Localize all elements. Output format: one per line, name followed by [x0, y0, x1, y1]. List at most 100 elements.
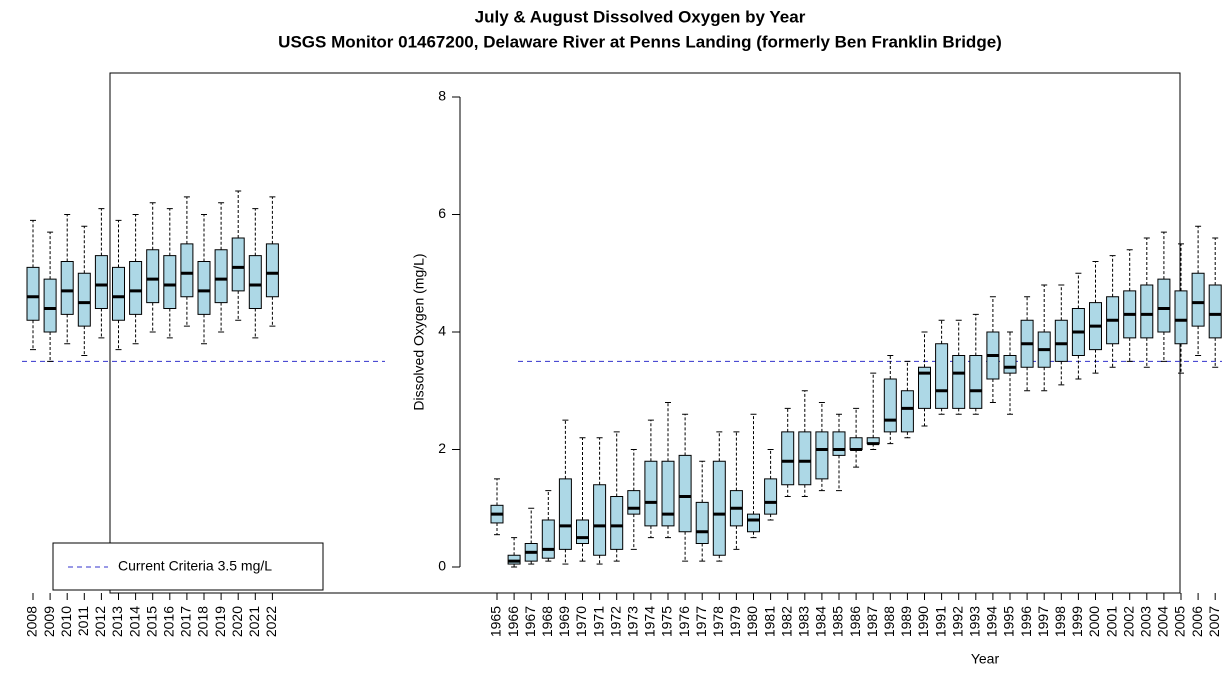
- y-tick-label: 0: [438, 558, 446, 574]
- box: [610, 496, 624, 550]
- box: [43, 278, 57, 333]
- x-tick-label: 2012: [92, 606, 108, 637]
- x-tick-label: 1974: [642, 606, 658, 637]
- y-tick-label: 4: [438, 323, 446, 339]
- x-tick-label: 1991: [932, 606, 948, 637]
- x-tick-label: 2004: [1155, 606, 1171, 637]
- box: [129, 261, 143, 315]
- x-tick-label: 2001: [1103, 606, 1119, 637]
- x-tick-label: 2018: [195, 606, 211, 637]
- box: [1174, 290, 1188, 345]
- x-tick-label: 1966: [505, 606, 521, 637]
- x-tick-label: 1976: [676, 606, 692, 637]
- box: [94, 255, 108, 309]
- x-tick-label: 1982: [778, 606, 794, 637]
- x-tick-label: 2020: [229, 606, 245, 637]
- box: [712, 460, 726, 556]
- box: [26, 266, 40, 321]
- box: [248, 255, 262, 309]
- box: [60, 261, 74, 315]
- y-tick-label: 6: [438, 205, 446, 221]
- box: [1140, 284, 1154, 339]
- box: [77, 272, 91, 327]
- x-tick-label: 1992: [949, 606, 965, 637]
- y-tick-label: 8: [438, 88, 446, 104]
- x-tick-label: 1998: [1052, 606, 1068, 637]
- x-tick-label: 1983: [796, 606, 812, 637]
- box: [764, 478, 778, 515]
- x-tick-label: 2010: [58, 606, 74, 637]
- x-tick-label: 2016: [161, 606, 177, 637]
- y-tick-label: 2: [438, 440, 446, 456]
- x-tick-label: 1984: [813, 606, 829, 637]
- box: [952, 355, 966, 409]
- box: [558, 478, 572, 550]
- box: [661, 460, 675, 527]
- box: [1208, 284, 1222, 339]
- x-tick-label: 1967: [522, 606, 538, 637]
- x-tick-label: 1990: [915, 606, 931, 637]
- x-tick-label: 2022: [263, 606, 279, 637]
- legend: [52, 542, 324, 591]
- box: [1191, 272, 1205, 327]
- x-tick-label: 2019: [212, 606, 228, 637]
- x-tick-label: 1980: [744, 606, 760, 637]
- x-tick-label: 2003: [1138, 606, 1154, 637]
- box: [695, 501, 709, 544]
- box: [593, 484, 607, 556]
- box: [541, 519, 555, 559]
- x-tick-label: 2021: [246, 606, 262, 637]
- chart-subtitle: USGS Monitor 01467200, Delaware River at…: [278, 32, 1002, 51]
- x-tick-label: 2000: [1086, 606, 1102, 637]
- x-tick-label: 2011: [75, 606, 91, 636]
- box: [798, 431, 812, 486]
- x-tick-label: 1985: [830, 606, 846, 637]
- x-tick-label: 2009: [41, 606, 57, 637]
- box: [883, 378, 897, 433]
- x-tick-label: 2007: [1206, 606, 1222, 637]
- x-tick-label: 2006: [1189, 606, 1205, 637]
- box: [832, 431, 846, 456]
- box: [146, 249, 160, 304]
- x-axis-label: Year: [971, 651, 1000, 667]
- x-tick-label: 2013: [109, 606, 125, 637]
- box: [231, 237, 245, 292]
- x-tick-label: 1994: [984, 606, 1000, 637]
- x-tick-label: 2002: [1120, 606, 1136, 637]
- box: [747, 513, 760, 533]
- x-tick-label: 1996: [1018, 606, 1034, 637]
- box: [678, 454, 692, 533]
- x-tick-label: 1995: [1001, 606, 1017, 637]
- x-tick-label: 1981: [761, 606, 777, 637]
- box: [112, 266, 125, 321]
- box: [214, 249, 228, 304]
- x-tick-label: 1978: [710, 606, 726, 637]
- x-tick-label: 1969: [556, 606, 572, 637]
- x-tick-label: 1987: [864, 606, 880, 637]
- x-tick-label: 1973: [625, 606, 641, 637]
- box: [969, 355, 983, 409]
- chart-title: July & August Dissolved Oxygen by Year: [475, 7, 806, 26]
- x-tick-label: 1988: [881, 606, 897, 637]
- x-tick-label: 2005: [1172, 606, 1188, 637]
- box: [644, 460, 658, 527]
- y-axis-label: Dissolved Oxygen (mg/L): [411, 253, 427, 410]
- box: [197, 261, 211, 315]
- box: [1157, 278, 1171, 333]
- legend-label: Current Criteria 3.5 mg/L: [118, 558, 272, 574]
- x-tick-label: 2015: [143, 606, 159, 637]
- x-tick-label: 1965: [488, 606, 504, 637]
- x-tick-label: 1999: [1069, 606, 1085, 637]
- box: [265, 243, 279, 298]
- box: [935, 343, 949, 409]
- x-tick-label: 2014: [126, 606, 142, 637]
- x-tick-label: 1975: [659, 606, 675, 637]
- x-tick-label: 2008: [24, 606, 40, 637]
- x-tick-label: 1977: [693, 606, 709, 637]
- x-tick-label: 1993: [967, 606, 983, 637]
- box: [918, 366, 931, 409]
- x-tick-label: 1970: [573, 606, 589, 637]
- x-tick-label: 1997: [1035, 606, 1051, 637]
